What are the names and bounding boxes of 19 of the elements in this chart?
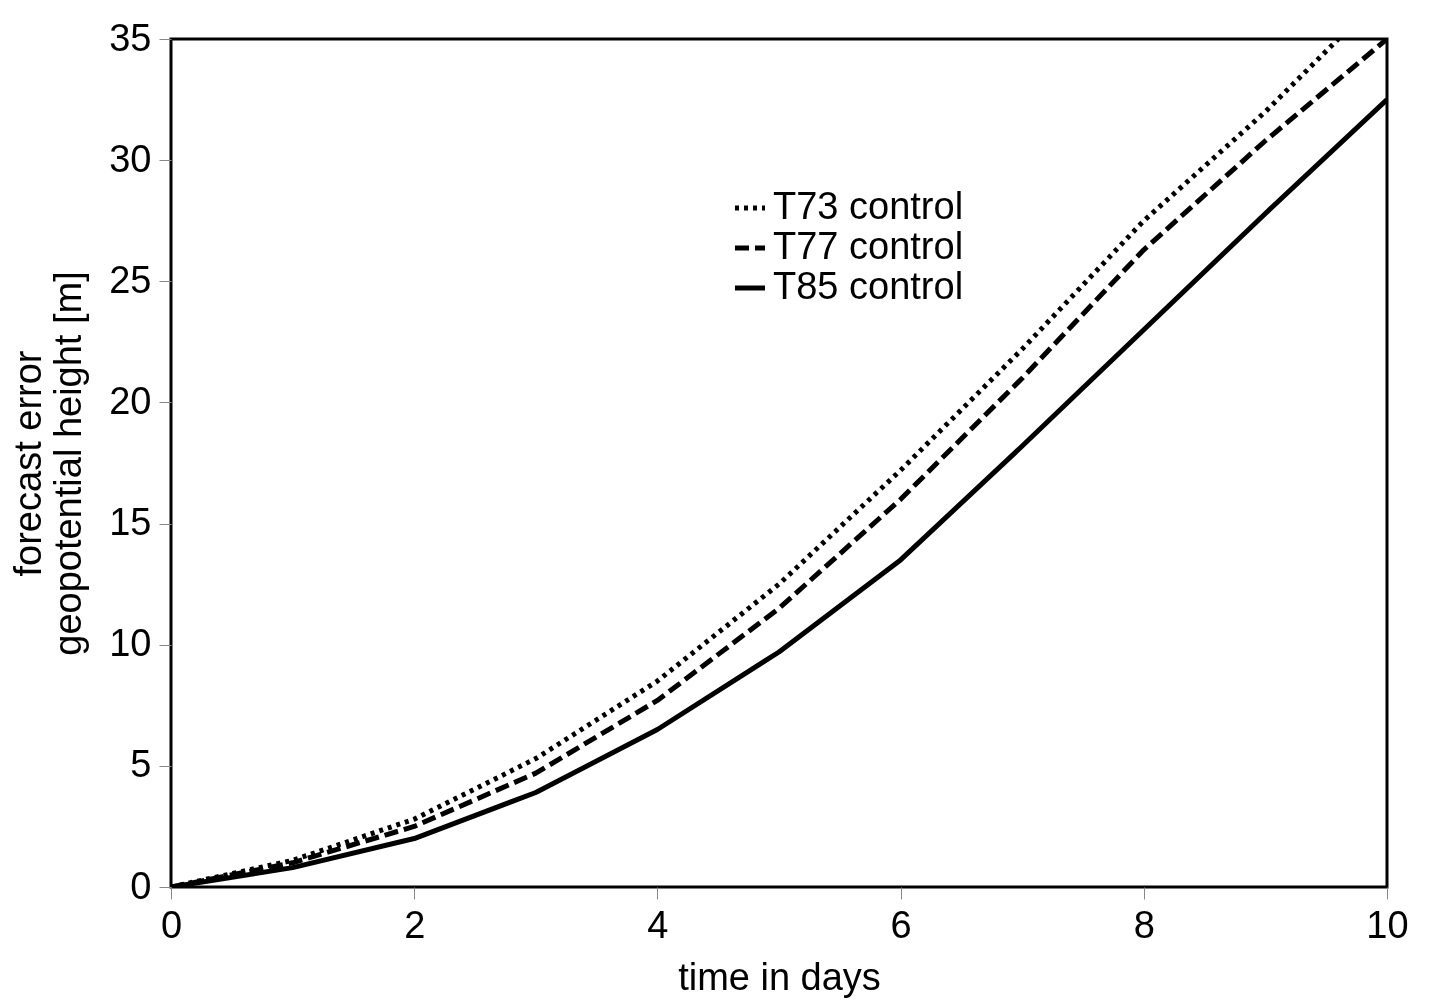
y-tick-label: 10 <box>109 622 152 665</box>
y-tick-label: 35 <box>109 16 152 59</box>
legend-label: T77 control <box>773 225 964 267</box>
x-axis-title: time in days <box>678 955 881 998</box>
y-tick-label: 30 <box>109 137 152 180</box>
y-tick-label: 5 <box>130 743 152 786</box>
x-tick-label: 0 <box>160 903 183 946</box>
x-tick-label: 4 <box>647 903 669 946</box>
legend-label: T85 control <box>773 265 964 307</box>
legend-label: T73 control <box>773 185 964 227</box>
y-axis-title: forecast error geopotential height [m] <box>7 271 90 656</box>
x-tick-label: 6 <box>890 903 912 946</box>
y-tick-label: 15 <box>109 501 152 544</box>
y-tick-label: 25 <box>109 258 152 301</box>
x-tick-label: 2 <box>404 903 426 946</box>
x-tick-label: 8 <box>1133 903 1155 946</box>
y-tick-label: 20 <box>109 379 152 422</box>
y-tick-label: 0 <box>130 864 152 907</box>
x-tick-label: 10 <box>1366 903 1409 946</box>
